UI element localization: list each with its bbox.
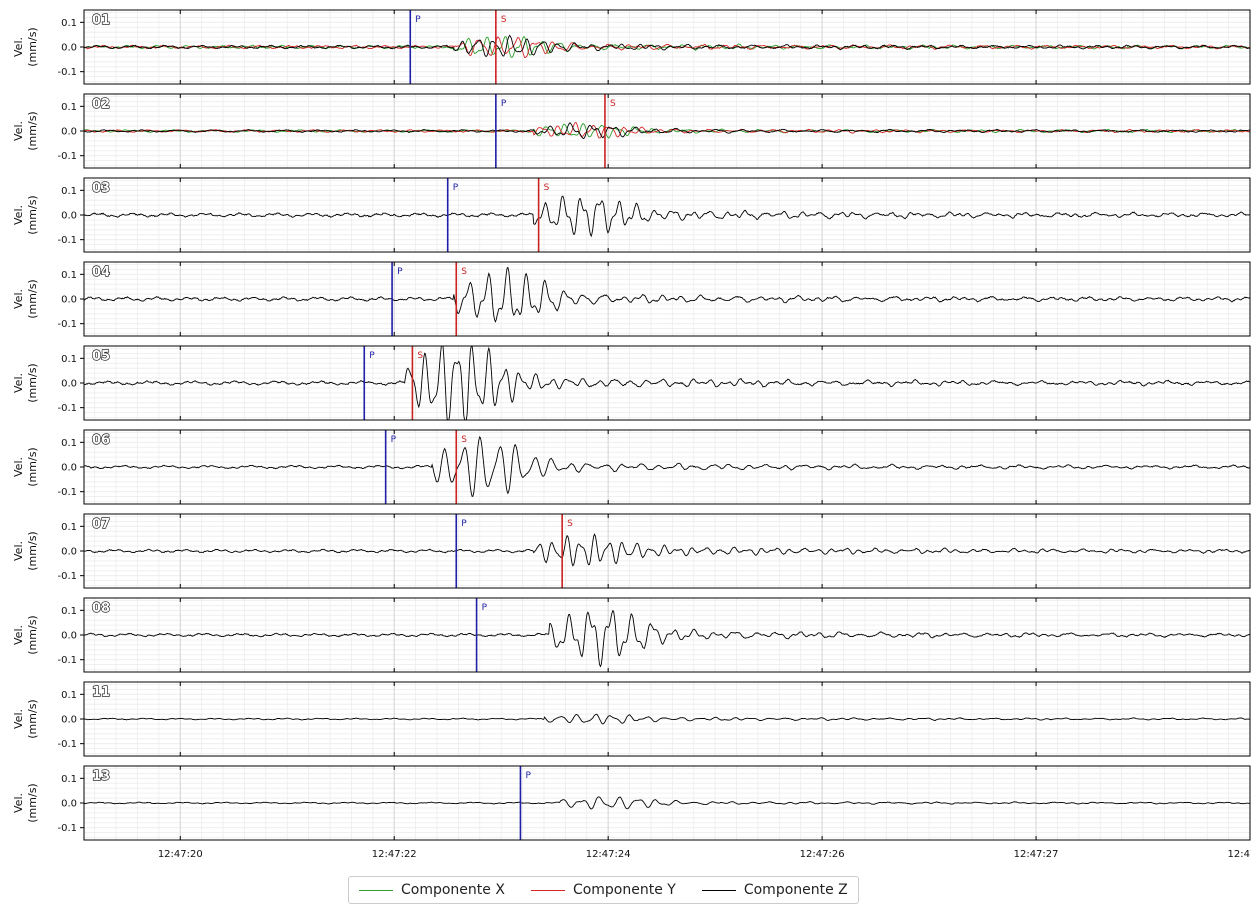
panel-08-trace-z [84, 611, 1250, 667]
panel-03-p-label: P [453, 183, 459, 193]
panel-08-p-label: P [482, 603, 488, 613]
panel-02-ylabel-line1: Vel. [12, 121, 25, 141]
panel-06-ytick-label: 0.0 [61, 463, 77, 474]
panel-13-ylabel-line2: (mm/s) [26, 783, 39, 822]
panel-02-ytick-label: -0.1 [57, 151, 77, 162]
legend-label-x: Componente X [401, 882, 505, 898]
panel-03-s-label: S [544, 183, 550, 193]
panel-04-ylabel-line1: Vel. [12, 289, 25, 309]
xtick-label: 12:47:22 [372, 849, 417, 860]
panel-02-p-label: P [501, 99, 507, 109]
panel-05-ytick-label: 0.0 [61, 379, 77, 390]
panel-11-ylabel-line1: Vel. [12, 709, 25, 729]
panel-07-ylabel-line2: (mm/s) [26, 531, 39, 570]
panel-02-station-label: 02 [92, 97, 110, 112]
panel-13-ytick-label: 0.1 [61, 774, 77, 785]
panel-06-ylabel-line2: (mm/s) [26, 447, 39, 486]
panel-06-station-label: 06 [92, 433, 110, 448]
panel-03-station-label: 03 [92, 181, 110, 196]
panel-13-ytick-label: 0.0 [61, 799, 77, 810]
panel-05-ytick-label: -0.1 [57, 403, 77, 414]
panel-05-p-label: P [369, 351, 375, 361]
xtick-label: 12:47:24 [586, 849, 631, 860]
panel-06-ylabel-line1: Vel. [12, 457, 25, 477]
panel-06-s-label: S [461, 435, 467, 445]
panel-05-ylabel-line2: (mm/s) [26, 363, 39, 402]
xtick-label: 12:47:27 [1014, 849, 1059, 860]
panel-04-ylabel-line2: (mm/s) [26, 279, 39, 318]
panel-08-station-label: 08 [92, 601, 110, 616]
panel-02-ytick-label: 0.1 [61, 102, 77, 113]
panel-01-ytick-label: 0.0 [61, 43, 77, 54]
panel-07-s-label: S [567, 519, 573, 529]
panel-08-ytick-label: 0.0 [61, 631, 77, 642]
panel-01-s-label: S [501, 15, 507, 25]
panel-03-ylabel-line2: (mm/s) [26, 195, 39, 234]
panel-07-ytick-label: 0.1 [61, 522, 77, 533]
panel-11-ytick-label: 0.0 [61, 715, 77, 726]
panel-13-p-label: P [525, 771, 531, 781]
panel-07-ytick-label: -0.1 [57, 571, 77, 582]
panel-07-p-label: P [461, 519, 467, 529]
panel-03-ylabel-line1: Vel. [12, 205, 25, 225]
panel-01-station-label: 01 [92, 13, 110, 28]
panel-02-s-label: S [610, 99, 616, 109]
legend-item-y: Componente Y [531, 882, 676, 898]
legend-swatch-y [531, 890, 565, 891]
panel-01-ytick-label: -0.1 [57, 67, 77, 78]
panel-07-ytick-label: 0.0 [61, 547, 77, 558]
panel-06-ytick-label: -0.1 [57, 487, 77, 498]
panel-05-station-label: 05 [92, 349, 110, 364]
panel-05-ytick-label: 0.1 [61, 354, 77, 365]
panel-03-ytick-label: 0.1 [61, 186, 77, 197]
panel-02-ylabel-line2: (mm/s) [26, 111, 39, 150]
panel-13-station-label: 13 [92, 769, 110, 784]
legend: Componente X Componente Y Componente Z [348, 876, 859, 904]
legend-swatch-z [702, 890, 736, 891]
panel-04-p-label: P [397, 267, 403, 277]
panel-08-ylabel-line1: Vel. [12, 625, 25, 645]
panel-01-ylabel-line1: Vel. [12, 37, 25, 57]
legend-label-z: Componente Z [744, 882, 848, 898]
legend-label-y: Componente Y [573, 882, 676, 898]
panel-11-ytick-label: 0.1 [61, 690, 77, 701]
xtick-label: 12:47:20 [158, 849, 203, 860]
panel-01-p-label: P [415, 15, 421, 25]
panel-13-ylabel-line1: Vel. [12, 793, 25, 813]
panel-04-ytick-label: 0.0 [61, 295, 77, 306]
panel-04-ytick-label: 0.1 [61, 270, 77, 281]
panel-11-ylabel-line2: (mm/s) [26, 699, 39, 738]
panel-01-ytick-label: 0.1 [61, 18, 77, 29]
panel-02-ytick-label: 0.0 [61, 127, 77, 138]
panel-04-s-label: S [461, 267, 467, 277]
panel-08-ytick-label: 0.1 [61, 606, 77, 617]
panel-06-p-label: P [391, 435, 397, 445]
xtick-label: 12:47:29 [1228, 849, 1251, 860]
panel-03-ytick-label: -0.1 [57, 235, 77, 246]
panel-05-s-label: S [417, 351, 423, 361]
panel-03-ytick-label: 0.0 [61, 211, 77, 222]
legend-swatch-x [359, 890, 393, 891]
panel-05-ylabel-line1: Vel. [12, 373, 25, 393]
legend-item-z: Componente Z [702, 882, 848, 898]
panel-08-ytick-label: -0.1 [57, 655, 77, 666]
panel-11-ytick-label: -0.1 [57, 739, 77, 750]
panel-11-station-label: 11 [92, 685, 110, 700]
panel-04-ytick-label: -0.1 [57, 319, 77, 330]
xtick-label: 12:47:26 [800, 849, 845, 860]
panel-01-ylabel-line2: (mm/s) [26, 27, 39, 66]
panel-06-ytick-label: 0.1 [61, 438, 77, 449]
panel-07-station-label: 07 [92, 517, 110, 532]
panel-04-station-label: 04 [92, 265, 110, 280]
panel-08-ylabel-line2: (mm/s) [26, 615, 39, 654]
legend-item-x: Componente X [359, 882, 505, 898]
panel-07-ylabel-line1: Vel. [12, 541, 25, 561]
panel-13-ytick-label: -0.1 [57, 823, 77, 834]
